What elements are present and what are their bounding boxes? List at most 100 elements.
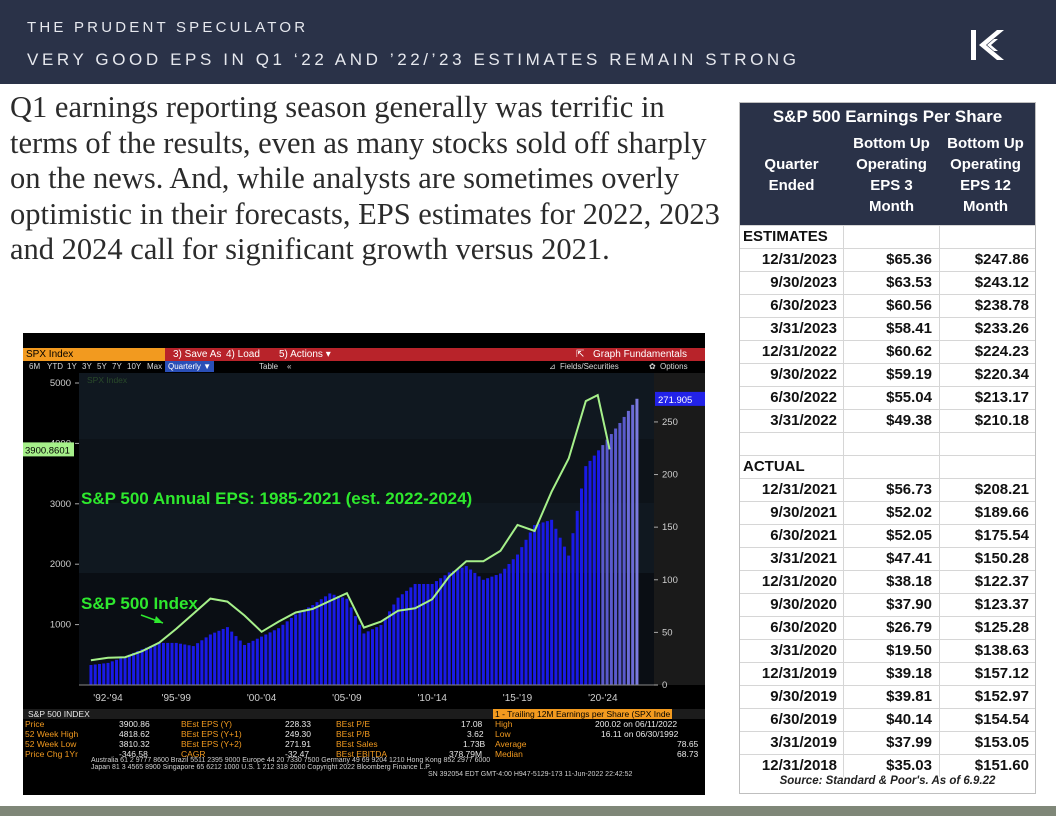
quarter-cell: 12/31/2020 [761,573,837,590]
fields-icon[interactable]: ⊿ [549,362,556,371]
x-axis-tick-label: '15-'19 [503,693,533,704]
stat-label: Price [25,719,45,729]
quarter-cell: 9/30/2022 [770,366,837,383]
spx-index-line [90,393,611,662]
index-annotation-arrowhead [154,616,163,623]
stat-value: 271.91 [285,739,311,749]
eps-bar [541,522,545,685]
eps-12m-cell: $210.18 [974,412,1029,429]
eps-bar [127,654,131,685]
period-7y[interactable]: 7Y [112,362,122,371]
fields-securities-button[interactable]: Fields/Securities [560,362,619,371]
eps-bar [349,607,353,685]
eps-3m-cell: $58.41 [886,320,932,337]
eps-bar [179,643,183,685]
x-axis-tick-label: '95-'99 [162,693,192,704]
period-3y[interactable]: 3Y [82,362,92,371]
eps-bar [110,661,114,685]
section-label: ACTUAL [743,458,805,475]
eps-bar [123,656,127,685]
index-name: S&P 500 INDEX [28,709,90,719]
eps-bar [575,510,579,685]
stat-value: 78.65 [677,739,699,749]
plot-band [79,373,654,439]
eps-bar [626,410,630,685]
eps-bar [255,638,259,685]
eps-bar [106,662,110,685]
stat-label: BEst EPS (Y+1) [181,729,242,739]
eps-bar [247,642,251,685]
terminal-stats: S&P 500 INDEX 1 - Trailing 12M Earnings … [23,709,705,795]
frequency-select[interactable]: Quarterly ▼ [165,361,215,372]
quarter-cell: 3/31/2020 [770,642,837,659]
stat-label: BEst EPS (Y) [181,719,233,729]
eps-12m-cell: $152.97 [974,688,1029,705]
copyright-line-3: SN 392054 EDT GMT-4:00 H947-5129-173 11-… [428,771,633,778]
period-5y[interactable]: 5Y [97,362,107,371]
eps-bar [302,609,306,685]
quarter-cell: 6/30/2019 [770,711,837,728]
eps-bar [597,450,601,685]
copyright-line-1: Australia 61 2 9777 8600 Brazil 5511 239… [91,757,491,764]
stat-value: 4818.62 [119,729,150,739]
ticker-label[interactable]: SPX Index [26,349,74,360]
eps-bar [456,569,460,685]
eps-3m-cell: $60.62 [886,343,932,360]
eps-12m-cell: $125.28 [974,619,1029,636]
load-button[interactable]: 4) Load [226,349,260,360]
eps-12m-cell: $189.66 [974,504,1029,521]
eps-bar [306,607,310,685]
eps-bar [528,532,532,685]
eps-bar [345,598,349,685]
eps-3m-cell: $55.04 [886,389,932,406]
eps-table-header: S&P 500 Earnings Per Share Quarter Ended… [740,103,1035,225]
eps-12m-cell: $213.17 [974,389,1029,406]
table-row: 12/31/2021 $56.73 $208.21 [740,478,1035,502]
stat-label: BEst Sales [336,739,378,749]
section-row-estimates: ESTIMATES [740,225,1035,249]
col-header-line: Quarter [764,156,819,173]
period-max[interactable]: Max [147,362,163,371]
graph-fundamentals-button[interactable]: Graph Fundamentals [593,349,687,360]
eps-bar [417,583,421,685]
eps-3m-cell: $19.50 [886,642,932,659]
actions-button[interactable]: 5) Actions ▾ [279,349,331,360]
slide-headline: VERY GOOD EPS IN Q1 ‘22 AND ’22/’23 ESTI… [27,50,800,69]
col-header-line: EPS 12 [960,177,1011,194]
quarter-cell: 3/31/2021 [770,550,837,567]
period-1y[interactable]: 1Y [67,362,77,371]
table-button[interactable]: Table [259,362,279,371]
terminal-toolbar: 6M YTD 1Y 3Y 5Y 7Y 10Y Max Quarterly ▼ T… [23,361,705,372]
eps-bar [524,539,528,685]
period-6m[interactable]: 6M [29,362,41,371]
eps-table-title: S&P 500 Earnings Per Share [772,107,1003,126]
eps-bar [93,664,97,685]
table-row: 12/31/2023 $65.36 $247.86 [740,248,1035,272]
eps-12m-cell: $154.54 [974,711,1029,728]
stat-value: 17.08 [461,719,483,729]
eps-bar [392,604,396,685]
graph-fundamentals-icon[interactable]: ⇱ [576,349,585,360]
quarter-cell: 6/30/2020 [770,619,837,636]
save-as-button[interactable]: 3) Save As [173,349,222,360]
options-gear-icon[interactable]: ✿ [649,362,656,371]
eps-bar [311,605,315,685]
eps-bar [516,554,520,685]
plot-band [79,439,654,503]
stat-value: 200.02 on 06/11/2022 [595,719,678,729]
table-row: 12/31/2018 $35.03 $151.60 [740,754,1035,778]
period-10y[interactable]: 10Y [127,362,142,371]
quarter-cell: 3/31/2019 [770,734,837,751]
quarter-cell: 6/30/2022 [770,389,837,406]
eps-bar [622,416,626,685]
eps-12m-cell: $208.21 [974,481,1029,498]
eps-bar [571,533,575,685]
eps-bar [221,628,225,685]
table-row: 6/30/2019 $40.14 $154.54 [740,708,1035,732]
period-ytd[interactable]: YTD [47,362,63,371]
eps-bar [353,616,357,685]
left-axis-tick-label: 5000 [50,378,71,389]
eps-bar [251,640,255,685]
options-button[interactable]: Options [660,362,688,371]
collapse-button[interactable]: « [287,362,292,371]
